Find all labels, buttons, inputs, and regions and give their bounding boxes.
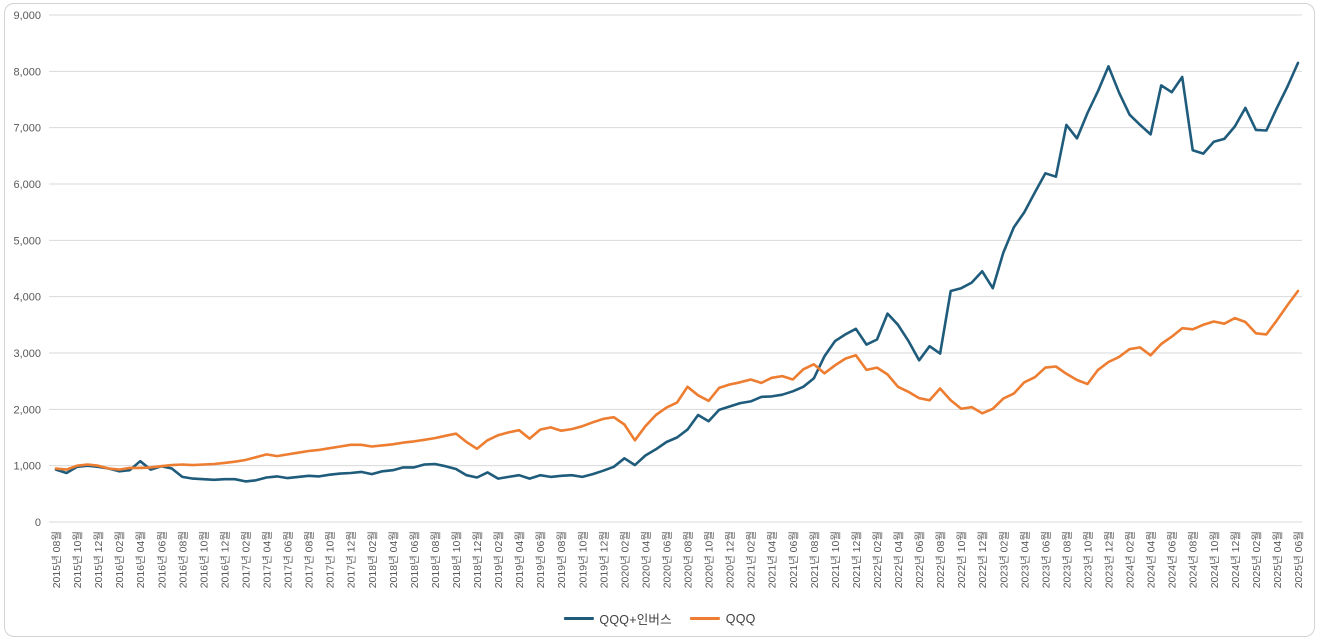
y-tick-label: 8,000 (13, 66, 41, 78)
x-tick-label: 2018년 04월 (388, 531, 400, 588)
y-tick-label: 5,000 (13, 235, 41, 247)
x-tick-label: 2019년 04월 (514, 531, 526, 588)
x-tick-label: 2018년 02월 (367, 531, 379, 588)
x-tick-label: 2016년 08월 (177, 531, 189, 588)
series-line-qqq-inverse (54, 61, 1300, 483)
x-tick-label: 2020년 04월 (640, 531, 652, 588)
x-tick-label: 2017년 04월 (262, 531, 274, 588)
x-tick-label: 2022년 12월 (977, 531, 989, 588)
x-tick-label: 2023년 06월 (1040, 531, 1052, 588)
x-tick-label: 2020년 02월 (619, 531, 631, 588)
y-tick-label: 0 (35, 517, 41, 529)
line-chart-canvas: 0 1,000 2,000 3,000 4,000 5,000 6,000 7,000 8,00… (13, 10, 1305, 588)
x-tick-label: 2020년 08월 (683, 531, 695, 588)
x-tick-label: 2015년 08월 (51, 531, 63, 588)
x-tick-label: 2024년 08월 (1188, 531, 1200, 588)
x-tick-label: 2016년 06월 (156, 531, 168, 588)
x-tick-label: 2020년 10월 (704, 531, 716, 588)
x-tick-label: 2025년 06월 (1293, 531, 1305, 588)
x-tick-label: 2021년 08월 (809, 531, 821, 588)
y-tick-label: 9,000 (13, 10, 41, 22)
x-tick-label: 2024년 02월 (1125, 531, 1137, 588)
x-tick-label: 2024년 06월 (1167, 531, 1179, 588)
x-tick-label: 2025년 04월 (1272, 531, 1284, 588)
x-tick-label: 2022년 04월 (893, 531, 905, 588)
legend-item-qqq: QQQ (689, 611, 756, 626)
x-tick-label: 2017년 02월 (240, 531, 252, 588)
x-tick-label: 2021년 06월 (788, 531, 800, 588)
x-tick-label: 2021년 02월 (746, 531, 758, 588)
x-tick-label: 2020년 12월 (725, 531, 737, 588)
x-tick-label: 2018년 12월 (472, 531, 484, 588)
x-tick-label: 2016년 02월 (114, 531, 126, 588)
x-tick-label: 2021년 10월 (830, 531, 842, 588)
x-tick-label: 2022년 06월 (914, 531, 926, 588)
legend-line-swatch-qqq-inverse (563, 617, 594, 620)
x-tick-label: 2015년 12월 (93, 531, 105, 588)
x-tick-label: 2020년 06월 (661, 531, 673, 588)
legend-label-qqq: QQQ (725, 611, 756, 626)
x-tick-label: 2018년 10월 (451, 531, 463, 588)
x-tick-label: 2017년 06월 (283, 531, 295, 588)
legend-item-qqq-inverse: QQQ+인버스 (563, 609, 672, 628)
x-tick-label: 2019년 02월 (493, 531, 505, 588)
x-tick-label: 2016년 04월 (135, 531, 147, 588)
x-tick-label: 2015년 10월 (72, 531, 84, 588)
y-tick-label: 3,000 (13, 348, 41, 360)
x-tick-label: 2019년 08월 (556, 531, 568, 588)
x-tick-label: 2019년 06월 (535, 531, 547, 588)
x-tick-label: 2023년 04월 (1019, 531, 1031, 588)
x-tick-label: 2019년 12월 (598, 531, 610, 588)
y-tick-label: 2,000 (13, 404, 41, 416)
x-tick-label: 2022년 02월 (872, 531, 884, 588)
chart-frame: 0 1,000 2,000 3,000 4,000 5,000 6,000 7,000 8,00… (4, 3, 1315, 637)
x-tick-label: 2018년 06월 (409, 531, 421, 588)
chart-legend: QQQ+인버스 QQQ (563, 609, 755, 628)
y-tick-label: 7,000 (13, 123, 41, 135)
x-tick-label: 2023년 12월 (1104, 531, 1116, 588)
x-tick-label: 2022년 08월 (935, 531, 947, 588)
x-tick-label: 2016년 10월 (198, 531, 210, 588)
x-tick-label: 2018년 08월 (430, 531, 442, 588)
x-tick-label: 2017년 10월 (325, 531, 337, 588)
x-tick-label: 2017년 08월 (304, 531, 316, 588)
x-tick-label: 2024년 10월 (1209, 531, 1221, 588)
x-tick-label: 2024년 04월 (1146, 531, 1158, 588)
x-tick-label: 2025년 02월 (1251, 531, 1263, 588)
y-tick-label: 1,000 (13, 461, 41, 473)
x-tick-label: 2019년 10월 (577, 531, 589, 588)
legend-line-swatch-qqq (689, 617, 720, 620)
x-tick-label: 2023년 02월 (998, 531, 1010, 588)
x-tick-label: 2021년 04월 (767, 531, 779, 588)
x-tick-label: 2023년 10월 (1082, 531, 1094, 588)
x-tick-label: 2023년 08월 (1061, 531, 1073, 588)
legend-label-qqq-inverse: QQQ+인버스 (599, 613, 672, 627)
y-tick-label: 6,000 (13, 179, 41, 191)
series-line-qqq (54, 289, 1300, 471)
x-tick-label: 2022년 10월 (956, 531, 968, 588)
x-tick-label: 2024년 12월 (1230, 531, 1242, 588)
x-tick-label: 2021년 12월 (851, 531, 863, 588)
x-tick-label: 2016년 12월 (219, 531, 231, 588)
x-tick-label: 2017년 12월 (346, 531, 358, 588)
y-tick-label: 4,000 (13, 292, 41, 304)
